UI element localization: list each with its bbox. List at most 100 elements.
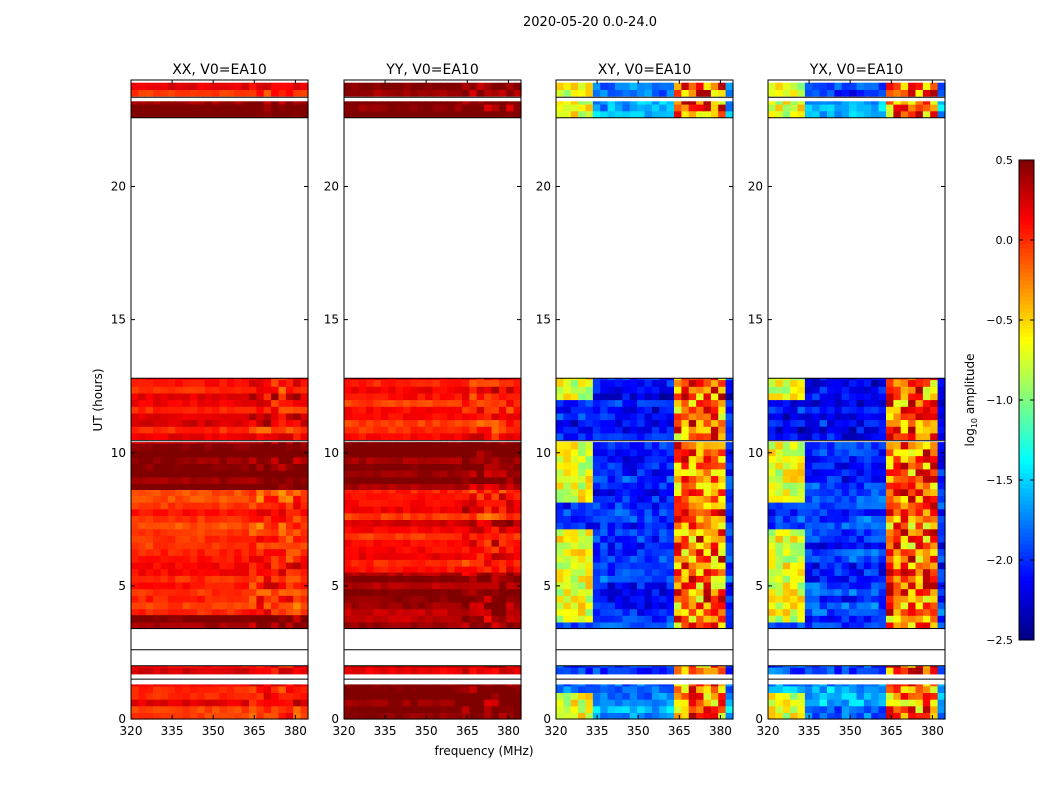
heatmap-cell xyxy=(212,476,221,484)
heatmap-cell xyxy=(190,535,198,543)
heatmap-cell xyxy=(804,378,813,381)
heatmap-cell xyxy=(674,535,682,543)
heatmap-cell xyxy=(819,528,828,536)
heatmap-cell xyxy=(410,665,419,668)
heatmap-cell xyxy=(782,432,791,441)
heatmap-cell xyxy=(644,406,653,414)
heatmap-cell xyxy=(607,378,616,381)
heatmap-cell xyxy=(863,502,872,510)
heatmap-cell xyxy=(417,621,426,630)
heatmap-cell xyxy=(863,667,872,675)
heatmap-cell xyxy=(285,476,294,484)
heatmap-cell xyxy=(271,495,280,503)
heatmap-cell xyxy=(819,541,828,550)
heatmap-cell xyxy=(930,588,939,596)
heatmap-cell xyxy=(484,386,493,394)
heatmap-cell xyxy=(403,581,411,590)
heatmap-cell xyxy=(462,456,470,464)
heatmap-cell xyxy=(570,502,579,510)
heatmap-cell xyxy=(725,101,734,105)
heatmap-cell xyxy=(819,379,828,387)
heatmap-cell xyxy=(498,601,507,610)
heatmap-cell xyxy=(834,508,843,516)
heatmap-cell xyxy=(182,104,191,112)
heatmap-cell xyxy=(637,488,646,496)
heatmap-cell xyxy=(380,532,389,540)
heatmap-cell xyxy=(871,595,880,603)
heatmap-cell xyxy=(827,495,835,503)
heatmap-cell xyxy=(388,621,397,630)
heatmap-cell xyxy=(263,601,272,610)
heatmap-cell xyxy=(834,561,843,570)
heatmap-cell xyxy=(710,379,719,387)
heatmap-cell xyxy=(841,110,850,118)
heatmap-cell xyxy=(718,101,727,105)
heatmap-cell xyxy=(138,450,147,458)
heatmap-cell xyxy=(476,412,485,421)
heatmap-cell xyxy=(410,581,419,590)
heatmap-cell xyxy=(930,89,939,97)
heatmap-cell xyxy=(476,490,485,494)
heatmap-cell xyxy=(856,482,865,490)
heatmap-cell xyxy=(263,522,272,530)
heatmap-cell xyxy=(856,515,865,523)
heatmap-cell xyxy=(226,379,235,387)
heatmap-cell xyxy=(358,572,367,576)
heatmap-cell xyxy=(600,705,609,713)
heatmap-cell xyxy=(812,406,821,414)
heatmap-cell xyxy=(366,378,375,381)
heatmap-cell xyxy=(447,470,456,478)
heatmap-cell xyxy=(797,601,806,610)
heatmap-cell xyxy=(592,568,601,576)
heatmap-cell xyxy=(344,392,352,401)
heatmap-cell xyxy=(782,392,791,401)
heatmap-cell xyxy=(285,522,294,530)
heatmap-cell xyxy=(395,667,404,675)
heatmap-cell xyxy=(930,568,939,576)
heatmap-cell xyxy=(863,615,872,623)
heatmap-cell xyxy=(937,462,946,470)
heatmap-cell xyxy=(585,392,594,401)
heatmap-cell xyxy=(703,412,712,421)
heatmap-cell xyxy=(234,615,243,623)
heatmap-cell xyxy=(696,432,705,441)
heatmap-cell xyxy=(241,89,250,97)
heatmap-cell xyxy=(834,615,843,623)
heatmap-cell xyxy=(351,476,360,484)
heatmap-cell xyxy=(425,450,434,458)
heatmap-cell xyxy=(256,712,265,720)
heatmap-cell xyxy=(131,495,139,503)
heatmap-cell xyxy=(226,502,235,510)
heatmap-cell xyxy=(718,448,727,457)
heatmap-cell xyxy=(666,665,675,668)
heatmap-cell xyxy=(234,379,243,387)
heatmap-cell xyxy=(622,508,631,516)
heatmap-cell xyxy=(871,561,880,570)
heatmap-cell xyxy=(197,502,206,510)
heatmap-cell xyxy=(212,588,221,596)
heatmap-cell xyxy=(417,412,426,421)
heatmap-cell xyxy=(226,89,235,97)
heatmap-cell xyxy=(484,512,493,520)
heatmap-cell xyxy=(366,705,375,713)
heatmap-cell xyxy=(403,483,411,491)
heatmap-cell xyxy=(454,581,463,590)
heatmap-cell xyxy=(819,522,828,530)
heatmap-cell xyxy=(856,110,865,118)
heatmap-cell xyxy=(703,488,712,496)
heatmap-cell xyxy=(182,692,191,700)
heatmap-cell xyxy=(153,378,162,381)
heatmap-cell xyxy=(651,462,660,470)
heatmap-cell xyxy=(644,455,653,463)
heatmap-cell xyxy=(278,432,287,441)
heatmap-cell xyxy=(182,588,191,596)
heatmap-cell xyxy=(937,528,946,536)
heatmap-cell xyxy=(506,552,515,560)
heatmap-cell xyxy=(856,621,865,630)
heatmap-cell xyxy=(241,412,250,421)
heatmap-cell xyxy=(513,492,522,500)
heatmap-cell xyxy=(578,406,587,414)
heatmap-cell xyxy=(607,475,616,483)
heatmap-cell xyxy=(219,548,228,556)
heatmap-cell xyxy=(395,621,404,630)
